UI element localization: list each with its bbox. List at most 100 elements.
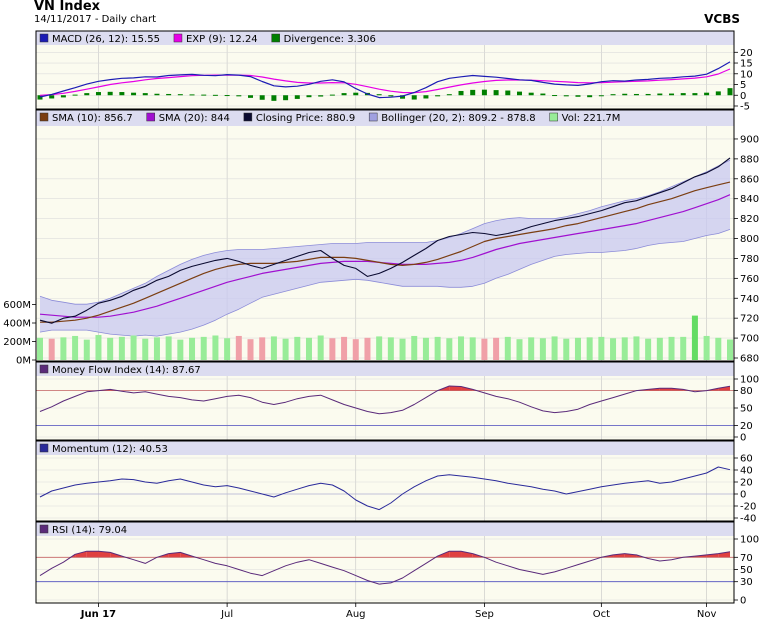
volume-bar <box>200 336 207 360</box>
divergence-bar <box>72 94 78 96</box>
rsi-overbought-fill <box>75 551 87 558</box>
divergence-bar <box>727 88 733 96</box>
price-legend-swatch <box>243 112 253 122</box>
volume-bar <box>387 337 394 360</box>
price-legend-swatch <box>368 112 378 122</box>
divergence-bar <box>212 94 218 96</box>
mfi-overbought-fill <box>449 385 462 391</box>
divergence-bar <box>575 95 581 97</box>
divergence-bar <box>119 92 125 96</box>
volume-bar <box>37 337 43 360</box>
momentum-ytick-label: 40 <box>740 466 753 477</box>
volume-bar <box>247 339 254 360</box>
divergence-bar <box>704 92 710 96</box>
divergence-bar <box>177 94 183 96</box>
momentum-panel-border <box>35 440 735 522</box>
volume-bar <box>212 335 219 360</box>
price-ytick-label: 740 <box>740 294 759 305</box>
price-ytick-label: 860 <box>740 174 759 185</box>
volume-bar <box>177 339 184 360</box>
volume-bar <box>458 336 465 360</box>
volume-bar <box>610 338 617 360</box>
mfi-ytick-label: 20 <box>740 421 753 432</box>
divergence-bar <box>60 95 66 98</box>
volume-bar <box>703 335 710 360</box>
divergence-bar <box>154 93 160 96</box>
divergence-bar <box>131 92 137 96</box>
xtick-label: Jul <box>220 609 233 620</box>
divergence-bar <box>540 93 546 96</box>
rsi-overbought-fill <box>98 551 111 558</box>
rsi-ytick-label: 100 <box>740 535 759 546</box>
divergence-bar <box>481 89 487 96</box>
bollinger-lower-line <box>39 229 731 337</box>
divergence-bar <box>587 95 593 98</box>
volume-bar <box>48 338 55 360</box>
divergence-bar <box>505 90 511 96</box>
divergence-bar <box>400 95 406 99</box>
momentum-legend-swatch <box>39 443 49 453</box>
volume-bar <box>645 338 652 360</box>
macd-ytick-label: 15 <box>740 59 753 70</box>
macd-ytick-label: 0 <box>740 91 746 102</box>
divergence-bar <box>294 95 300 99</box>
volume-bar <box>399 338 406 360</box>
exp-line <box>39 68 731 96</box>
rsi-ytick-label: 30 <box>740 577 753 588</box>
price-ytick-label: 780 <box>740 254 759 265</box>
divergence-bar <box>423 95 429 99</box>
price-legend-label: Vol: 221.7M <box>562 113 621 124</box>
price-panel-border <box>35 109 735 362</box>
volume-bar <box>376 336 383 360</box>
divergence-bar <box>458 90 464 96</box>
price-ytick-label: 760 <box>740 274 759 285</box>
chart-title: VN Index <box>34 0 101 14</box>
divergence-bar <box>598 95 604 97</box>
chart-subtitle: 14/11/2017 - Daily chart <box>34 14 157 25</box>
divergence-bar <box>715 91 721 96</box>
volume-tick-label: 200M <box>3 337 31 348</box>
sma10-line <box>40 181 731 323</box>
volume-bar <box>598 336 605 360</box>
divergence-bar <box>283 95 289 101</box>
xtick-label: Aug <box>346 609 366 620</box>
volume-bar <box>691 315 698 360</box>
volume-bar <box>83 339 90 360</box>
volume-bar <box>317 335 324 360</box>
volume-bar <box>282 338 289 360</box>
volume-bar <box>633 336 640 360</box>
divergence-bar <box>657 93 663 96</box>
closing-price-line <box>39 157 731 324</box>
xtick-label: Oct <box>593 609 610 620</box>
rsi-overbought-fill <box>461 551 473 558</box>
divergence-bar <box>669 93 675 96</box>
macd-ytick-label: 10 <box>740 69 753 80</box>
mfi-line <box>39 385 731 415</box>
divergence-bar <box>37 95 43 100</box>
macd-line <box>39 61 731 99</box>
volume-bar <box>341 336 348 360</box>
divergence-bar <box>259 95 265 100</box>
volume-bar <box>504 336 511 360</box>
rsi-overbought-fill <box>86 551 99 558</box>
price-ytick-label: 720 <box>740 314 759 325</box>
price-ytick-label: 900 <box>740 134 759 145</box>
volume-bar <box>516 339 523 360</box>
macd-ytick-label: 5 <box>740 80 746 91</box>
divergence-bar <box>622 93 628 96</box>
momentum-legend-bar <box>36 441 734 455</box>
divergence-bar <box>563 95 569 97</box>
mfi-legend-swatch <box>39 364 49 374</box>
momentum-ytick-label: -20 <box>740 502 756 513</box>
volume-bar <box>528 337 535 360</box>
momentum-legend-label: Momentum (12): 40.53 <box>52 444 168 455</box>
volume-bar <box>72 335 79 360</box>
mfi-ytick-label: 80 <box>740 386 753 397</box>
momentum-line <box>39 466 731 511</box>
price-ytick-label: 880 <box>740 154 759 165</box>
volume-bar <box>189 337 196 360</box>
brand-label: VCBS <box>704 12 740 26</box>
divergence-bar <box>633 93 639 96</box>
divergence-bar <box>271 95 277 101</box>
